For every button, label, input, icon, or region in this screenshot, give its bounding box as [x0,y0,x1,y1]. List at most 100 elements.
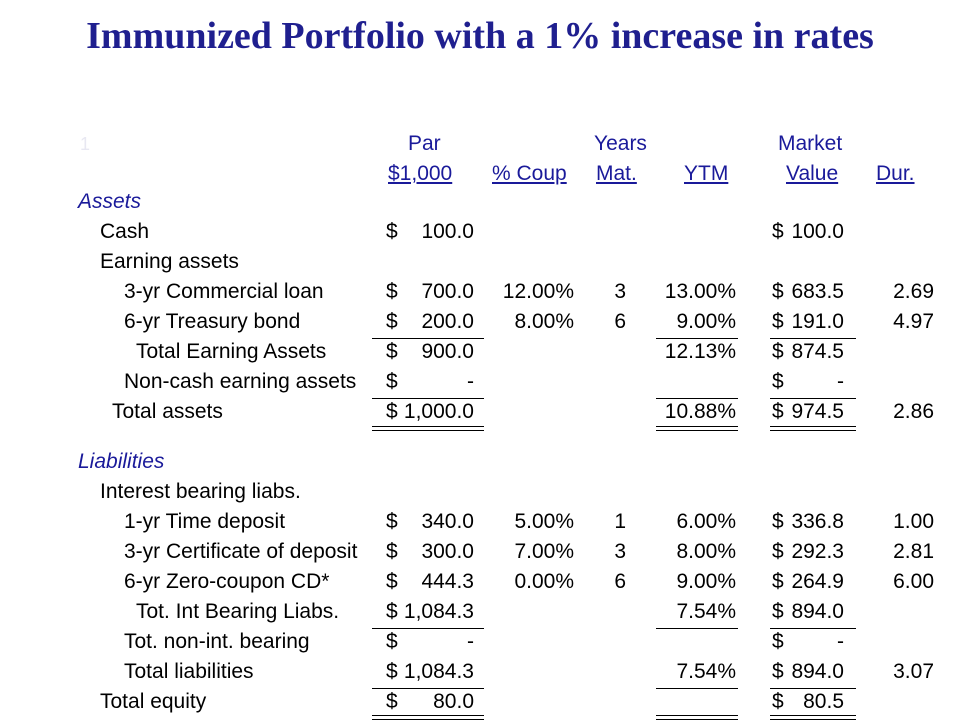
par-value: 1,084.3 [403,660,474,683]
single-rule [372,338,484,339]
row-label: 6-yr Zero-coupon CD* [124,570,330,593]
mv-value: 191.0 [791,310,844,333]
par-currency: $ [386,400,398,423]
row-label: Interest bearing liabs. [100,480,301,503]
mv-currency: $ [772,220,784,243]
years-value: 6 [614,310,626,333]
coupon-value: 5.00% [514,510,574,533]
ytm-value: 12.13% [664,340,736,363]
par-currency: $ [386,600,398,623]
header-years-bottom: Mat. [596,162,637,185]
row-label: Total liabilities [124,660,254,683]
ytm-value: 13.00% [664,280,736,303]
dur-value: 3.07 [893,660,934,683]
par-currency: $ [386,280,398,303]
row-label: Total equity [100,690,207,713]
slide-marker: 1 [80,134,91,154]
row-label: Earning assets [100,250,239,273]
years-value: 1 [614,510,626,533]
par-value: 700.0 [421,280,474,303]
row-label: Tot. non-int. bearing [124,630,310,653]
ytm-value: 9.00% [676,310,736,333]
row-label: 6-yr Treasury bond [124,310,301,333]
par-currency: $ [386,690,398,713]
row-label: Total Earning Assets [136,340,327,363]
years-value: 6 [614,570,626,593]
mv-currency: $ [772,400,784,423]
single-rule [372,628,484,629]
coupon-value: 8.00% [514,310,574,333]
mv-value: 264.9 [791,570,844,593]
row-label: 3-yr Commercial loan [124,280,324,303]
par-currency: $ [386,630,398,653]
mv-currency: $ [772,600,784,623]
single-rule [372,398,484,399]
mv-currency: $ [772,540,784,563]
ytm-value: 7.54% [676,600,736,623]
mv-value: 100.0 [791,220,844,243]
mv-value: 874.5 [791,340,844,363]
header-coupon: % Coup [492,162,567,185]
row-label: Tot. Int Bearing Liabs. [136,600,340,623]
mv-currency: $ [772,280,784,303]
row-label: Cash [100,220,150,243]
par-value: 200.0 [421,310,474,333]
row-label: Non-cash earning assets [124,370,357,393]
par-value: 900.0 [421,340,474,363]
par-currency: $ [386,540,398,563]
ytm-value: 6.00% [676,510,736,533]
years-value: 3 [614,280,626,303]
dur-value: 2.86 [893,400,934,423]
ytm-value: 7.54% [676,660,736,683]
mv-value: 292.3 [791,540,844,563]
single-rule [770,688,856,689]
page-title: Immunized Portfolio with a 1% increase i… [86,15,874,57]
par-value: 100.0 [421,220,474,243]
ytm-value: 8.00% [676,540,736,563]
row-label: 1-yr Time deposit [124,510,286,533]
mv-currency: $ [772,690,784,713]
par-currency: $ [386,310,398,333]
par-currency: $ [386,570,398,593]
par-value: 444.3 [421,570,474,593]
mv-value: 336.8 [791,510,844,533]
double-rule [372,715,484,720]
ytm-value: 10.88% [664,400,736,423]
coupon-value: 12.00% [502,280,574,303]
double-rule [656,426,738,431]
mv-value: 894.0 [791,660,844,683]
header-par-bottom: $1,000 [388,162,453,185]
single-rule [770,628,856,629]
par-value: - [467,370,474,393]
mv-currency: $ [772,340,784,363]
mv-currency: $ [772,510,784,533]
header-years-top: Years [594,132,647,155]
section-assets: Assets [78,190,142,213]
single-rule [372,688,484,689]
coupon-value: 0.00% [514,570,574,593]
coupon-value: 7.00% [514,540,574,563]
par-currency: $ [386,660,398,683]
mv-currency: $ [772,630,784,653]
single-rule [656,398,738,399]
mv-value: - [837,630,844,653]
par-value: 80.0 [433,690,474,713]
dur-value: 2.81 [893,540,934,563]
dur-value: 4.97 [893,310,934,333]
single-rule [656,628,738,629]
single-rule [770,338,856,339]
mv-value: - [837,370,844,393]
par-value: 1,000.0 [403,400,474,423]
ytm-value: 9.00% [676,570,736,593]
row-label: Total assets [112,400,223,423]
dur-value: 2.69 [893,280,934,303]
header-dur: Dur. [876,162,915,185]
par-currency: $ [386,340,398,363]
dur-value: 1.00 [893,510,934,533]
par-currency: $ [386,220,398,243]
dur-value: 6.00 [893,570,934,593]
section-liabilities: Liabilities [78,450,165,473]
par-value: 340.0 [421,510,474,533]
years-value: 3 [614,540,626,563]
mv-value: 683.5 [791,280,844,303]
